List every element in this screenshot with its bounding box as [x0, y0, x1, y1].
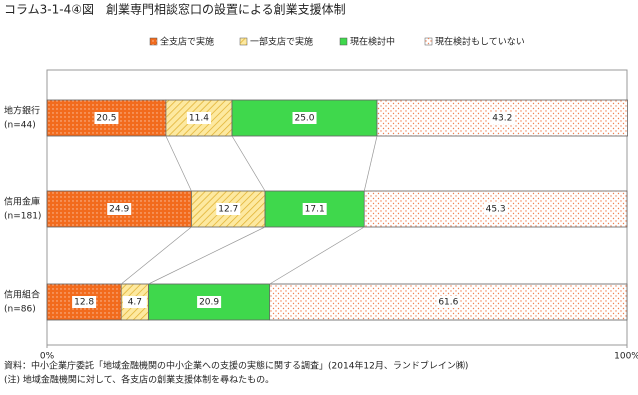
legend-label: 一部支店で実施 [250, 36, 313, 48]
chart-title: コラム3-1-4④図 創業専門相談窓口の設置による創業支援体制 [4, 2, 346, 17]
connector-line [363, 135, 378, 192]
value-label-bg [436, 296, 461, 308]
value-label: 12.7 [218, 205, 238, 215]
connector-line [121, 226, 192, 285]
x-tick-label: 100% [614, 352, 638, 362]
value-label: 25.0 [294, 114, 314, 124]
connector-line [231, 135, 266, 192]
value-label: 24.9 [109, 205, 129, 215]
value-label-bg [490, 112, 515, 124]
value-label-bg [292, 112, 317, 124]
value-label-bg [302, 203, 327, 215]
category-note: (n=86) [4, 305, 36, 315]
category-label: 地方銀行 [4, 105, 40, 117]
legend-label: 現在検討中 [350, 36, 395, 48]
connector-line [165, 135, 192, 192]
value-label-bg [197, 296, 222, 308]
value-label: 4.7 [128, 298, 142, 308]
value-label: 43.2 [492, 114, 512, 124]
source-note: (注) 地域金融機関に対して、各支店の創業支援体制を尋ねたもの。 [4, 374, 274, 386]
value-label-bg [94, 112, 119, 124]
legend-swatch-texture [425, 38, 432, 45]
value-label-bg [216, 203, 241, 215]
category-label: 信用金庫 [4, 196, 40, 208]
category-label: 信用組合 [4, 289, 40, 301]
value-label-bg [107, 203, 132, 215]
legend-swatch-texture [340, 38, 347, 45]
legend-swatch-texture [150, 38, 157, 45]
value-label: 17.1 [305, 205, 325, 215]
legend-label: 全支店で実施 [160, 36, 214, 48]
category-note: (n=181) [4, 212, 41, 222]
legend-swatch-texture [240, 38, 247, 45]
bar-texture [191, 190, 266, 228]
value-label-bg [72, 296, 97, 308]
source-note: 資料：中小企業庁委託「地域金融機関の中小企業への支援の実態に関する調査」(201… [4, 360, 468, 372]
x-tick-label: 0% [40, 352, 55, 362]
connector-line [148, 226, 266, 285]
value-label: 61.6 [438, 298, 458, 308]
value-label: 20.5 [96, 114, 116, 124]
value-label: 20.9 [199, 298, 219, 308]
value-label-bg [483, 203, 508, 215]
category-note: (n=44) [4, 121, 36, 131]
value-label: 12.8 [74, 298, 94, 308]
value-label-bg [122, 296, 147, 308]
value-label: 45.3 [486, 205, 506, 215]
connector-line [269, 226, 365, 285]
legend-label: 現在検討もしていない [435, 36, 525, 48]
value-label: 11.4 [189, 114, 209, 124]
value-label-bg [186, 112, 211, 124]
